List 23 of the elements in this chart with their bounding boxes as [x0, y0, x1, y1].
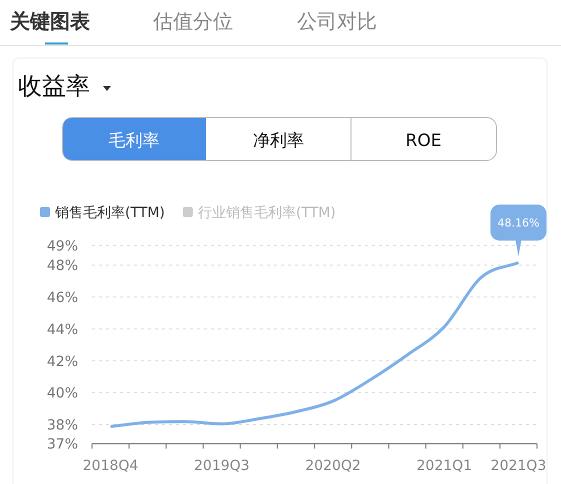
y-tick-label: 49% [46, 238, 78, 254]
text: 关键图表 [9, 9, 90, 33]
text: 毛利率 [108, 131, 160, 151]
x-tick-label: 2020Q2 [305, 458, 361, 474]
y-tick-label: 44% [46, 322, 78, 338]
text: 净利率 [253, 131, 304, 151]
y-tick-label: 37% [46, 436, 78, 453]
chart-title: 收益率 [18, 72, 90, 100]
y-tick-label: 40% [46, 386, 78, 402]
x-tick-label: 2019Q3 [194, 458, 250, 474]
y-tick-label: 48% [46, 258, 78, 274]
x-tick-label: 2021Q3 [490, 458, 546, 474]
y-tick-label: 42% [46, 354, 78, 370]
x-tick-label: 2021Q1 [416, 458, 472, 474]
legend-label: 行业销售毛利率(TTM) [198, 205, 336, 221]
legend-label: 销售毛利率(TTM) [54, 205, 165, 221]
text: 公司对比 [297, 9, 377, 33]
y-tick-label: 46% [46, 290, 78, 306]
text: 估值分位 [152, 9, 233, 33]
x-tick-label: 2018Q4 [82, 458, 138, 474]
text: ROE [406, 131, 442, 151]
data-label: 48.16% [497, 216, 540, 230]
y-tick-label: 38% [46, 417, 78, 434]
